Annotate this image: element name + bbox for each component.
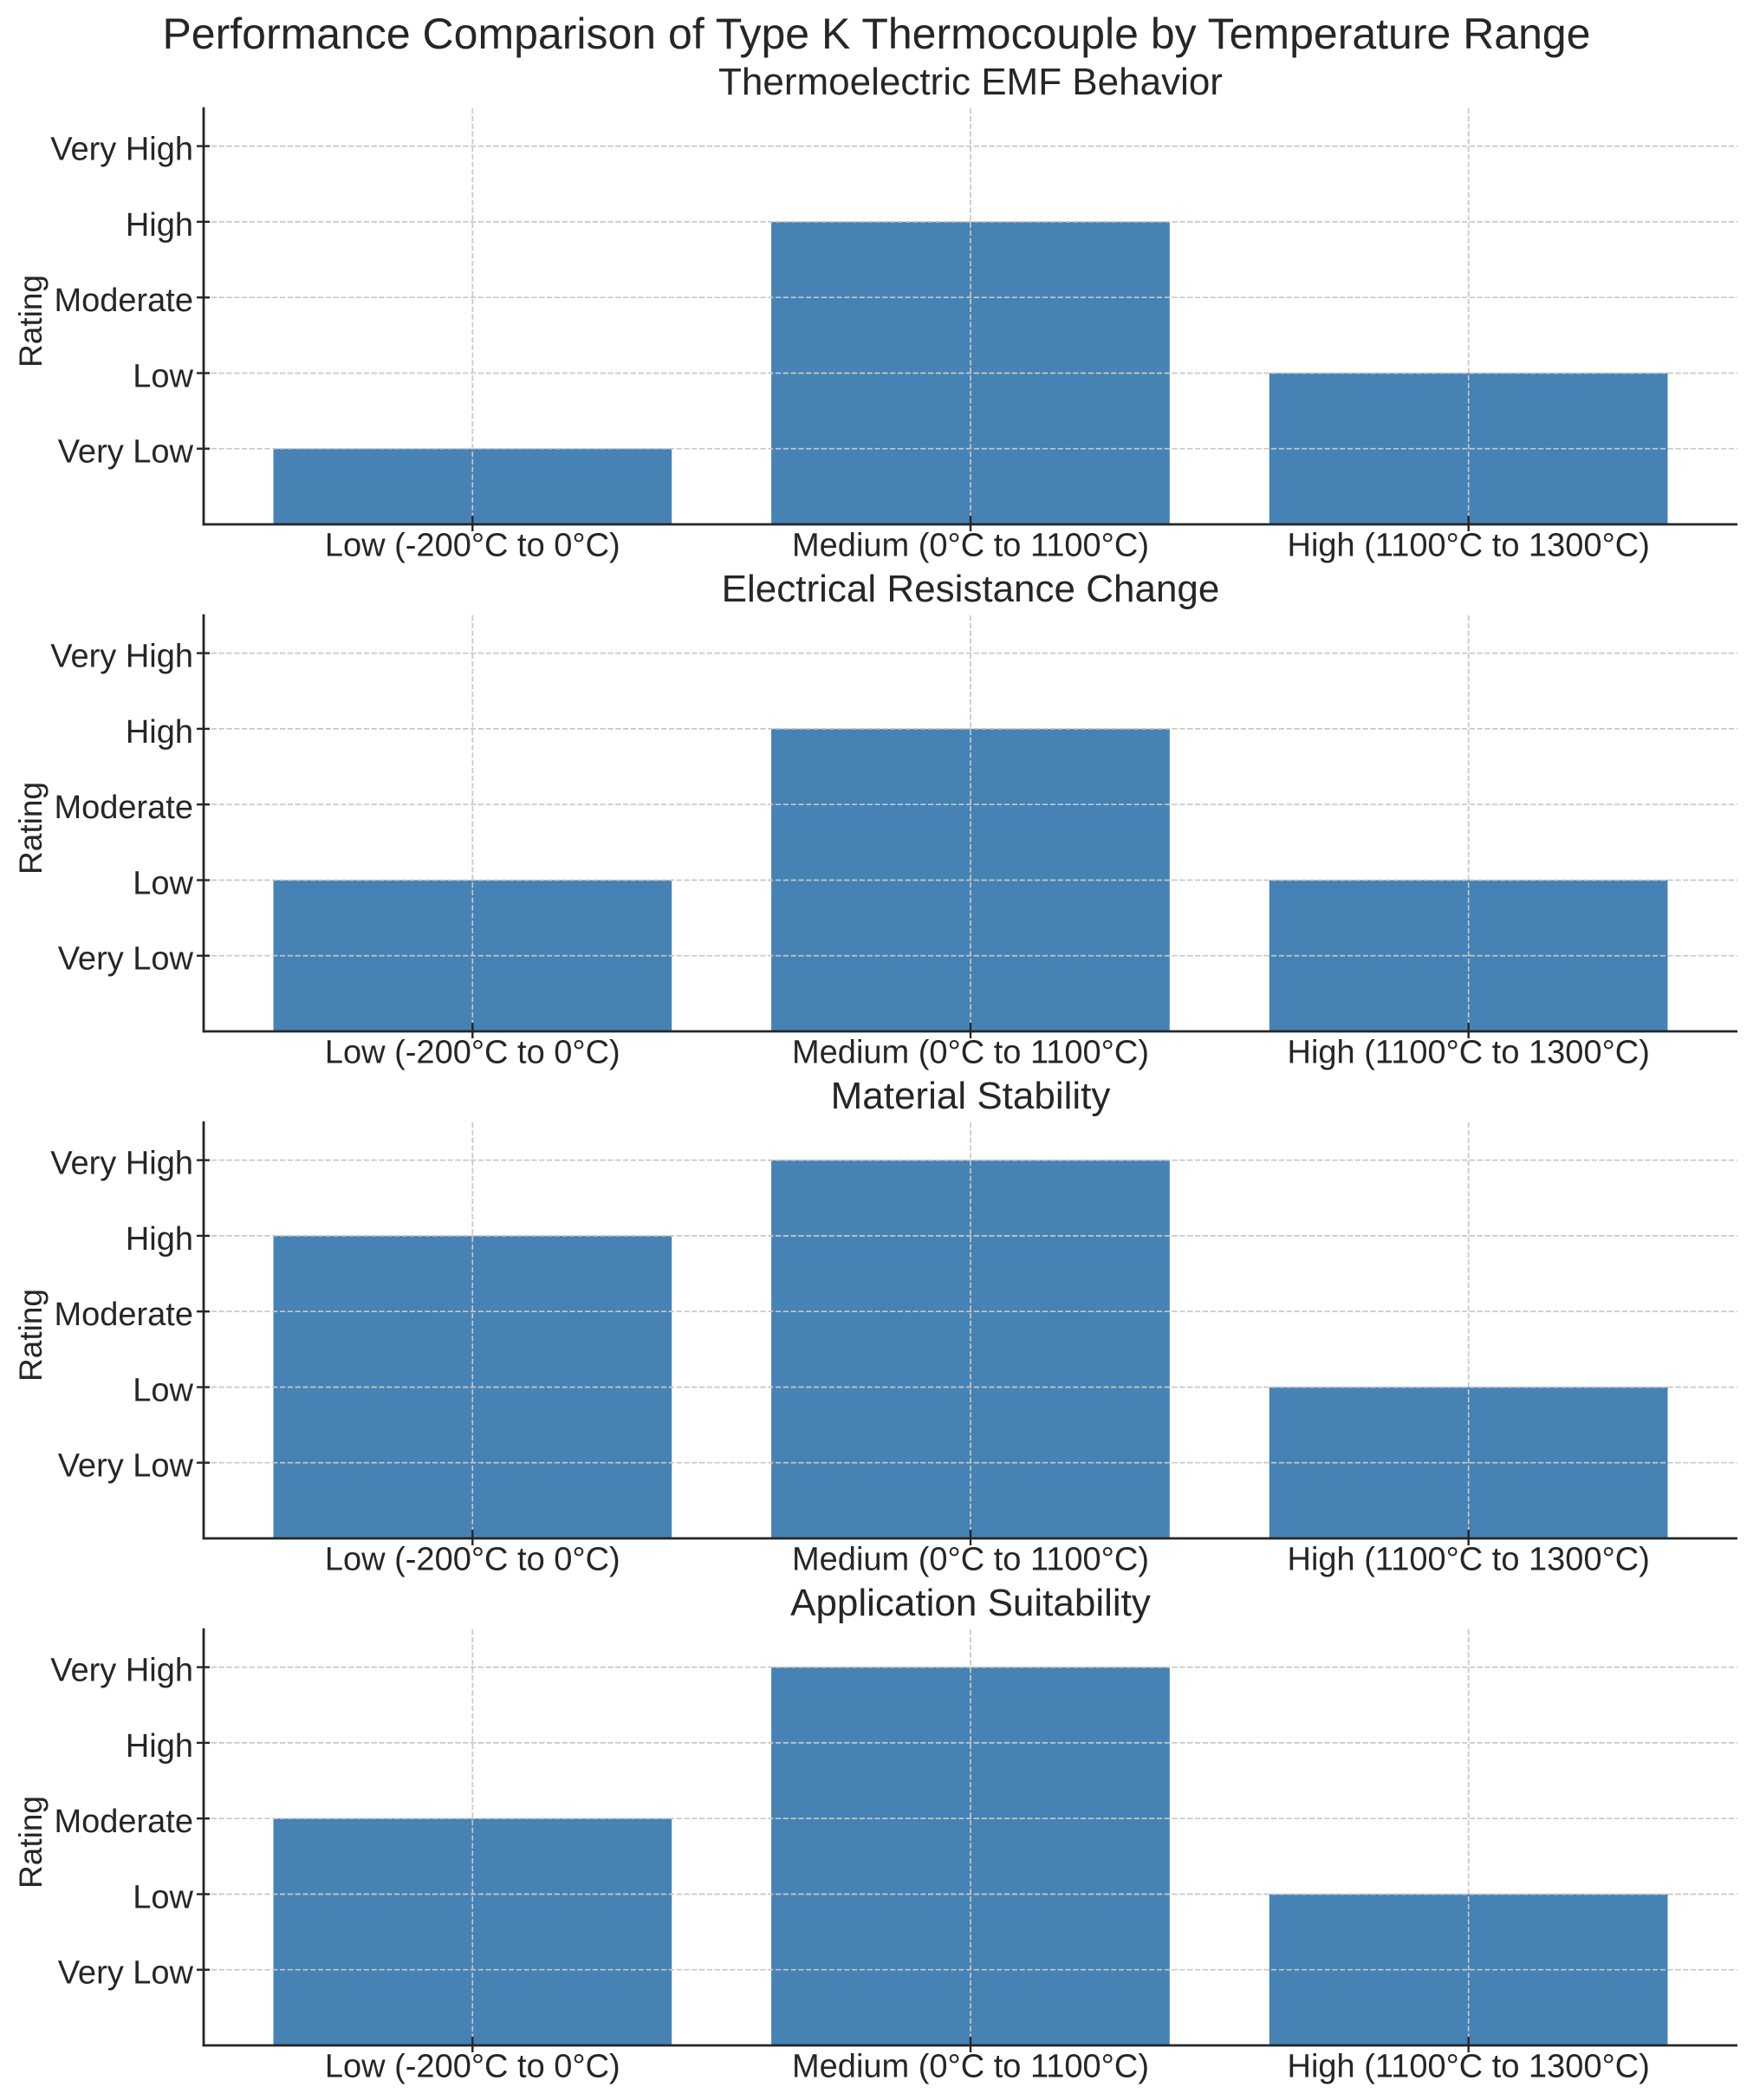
svg-text:High (1100°C to 1300°C): High (1100°C to 1300°C) xyxy=(1288,528,1650,564)
svg-text:Material Stability: Material Stability xyxy=(831,1075,1111,1117)
svg-text:Moderate: Moderate xyxy=(54,790,193,826)
svg-text:Medium (0°C to 1100°C): Medium (0°C to 1100°C) xyxy=(792,1035,1149,1071)
svg-text:High: High xyxy=(126,207,193,244)
svg-text:Low (-200°C to 0°C): Low (-200°C to 0°C) xyxy=(325,2049,620,2085)
svg-text:Very High: Very High xyxy=(50,1146,193,1182)
svg-text:Very High: Very High xyxy=(50,132,193,168)
svg-text:Low: Low xyxy=(133,1373,193,1409)
svg-text:Performance Comparison of Type: Performance Comparison of Type K Thermoc… xyxy=(162,10,1590,58)
svg-text:Medium (0°C to 1100°C): Medium (0°C to 1100°C) xyxy=(792,1542,1149,1578)
svg-text:High: High xyxy=(126,1221,193,1258)
svg-text:Very Low: Very Low xyxy=(58,1448,194,1485)
svg-text:Medium (0°C to 1100°C): Medium (0°C to 1100°C) xyxy=(792,528,1149,564)
svg-text:High: High xyxy=(126,714,193,751)
svg-text:Low (-200°C to 0°C): Low (-200°C to 0°C) xyxy=(325,1542,620,1578)
svg-text:High: High xyxy=(126,1728,193,1765)
svg-text:High (1100°C to 1300°C): High (1100°C to 1300°C) xyxy=(1288,1035,1650,1071)
svg-text:Rating: Rating xyxy=(13,275,49,367)
svg-text:Moderate: Moderate xyxy=(54,283,193,319)
svg-text:Medium (0°C to 1100°C): Medium (0°C to 1100°C) xyxy=(792,2049,1149,2085)
svg-text:Low: Low xyxy=(133,359,193,395)
svg-text:Low: Low xyxy=(133,1880,193,1916)
svg-text:Moderate: Moderate xyxy=(54,1297,193,1333)
svg-text:High (1100°C to 1300°C): High (1100°C to 1300°C) xyxy=(1288,2049,1650,2085)
svg-text:Very Low: Very Low xyxy=(58,1955,194,1992)
svg-text:Very Low: Very Low xyxy=(58,941,194,978)
svg-text:High (1100°C to 1300°C): High (1100°C to 1300°C) xyxy=(1288,1542,1650,1578)
svg-text:Electrical Resistance Change: Electrical Resistance Change xyxy=(722,568,1220,610)
svg-text:Very High: Very High xyxy=(50,1653,193,1689)
svg-text:Low (-200°C to 0°C): Low (-200°C to 0°C) xyxy=(325,1035,620,1071)
svg-text:Application Suitability: Application Suitability xyxy=(790,1582,1151,1624)
svg-text:Low (-200°C to 0°C): Low (-200°C to 0°C) xyxy=(325,528,620,564)
svg-text:Thermoelectric EMF Behavior: Thermoelectric EMF Behavior xyxy=(718,61,1223,103)
svg-text:Rating: Rating xyxy=(13,1289,49,1382)
svg-text:Rating: Rating xyxy=(13,782,49,874)
svg-text:Rating: Rating xyxy=(13,1796,49,1889)
svg-text:Low: Low xyxy=(133,866,193,902)
svg-text:Very High: Very High xyxy=(50,639,193,675)
svg-text:Very Low: Very Low xyxy=(58,434,194,471)
svg-text:Moderate: Moderate xyxy=(54,1804,193,1840)
